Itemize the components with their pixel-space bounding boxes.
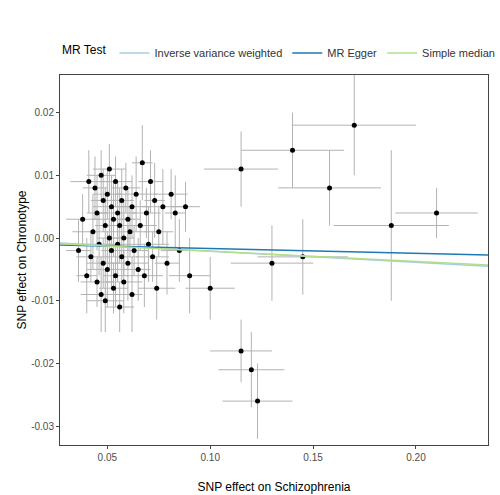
svg-text:0.05: 0.05 — [98, 452, 118, 463]
svg-text:0.20: 0.20 — [406, 452, 426, 463]
svg-text:0.02: 0.02 — [35, 107, 55, 118]
svg-text:0.00: 0.00 — [35, 233, 55, 244]
svg-text:-0.02: -0.02 — [31, 358, 54, 369]
svg-text:0.10: 0.10 — [200, 452, 220, 463]
svg-text:-0.03: -0.03 — [31, 421, 54, 432]
svg-text:SNP effect on Chronotype: SNP effect on Chronotype — [15, 190, 29, 329]
svg-text:Simple median: Simple median — [422, 47, 495, 59]
svg-text:MR Egger: MR Egger — [327, 47, 377, 59]
svg-text:0.01: 0.01 — [35, 170, 55, 181]
svg-text:0.15: 0.15 — [303, 452, 323, 463]
svg-text:-0.01: -0.01 — [31, 295, 54, 306]
svg-text:MR Test: MR Test — [62, 43, 106, 57]
svg-text:Inverse variance weighted: Inverse variance weighted — [154, 47, 282, 59]
svg-text:SNP effect on Schizophrenia: SNP effect on Schizophrenia — [198, 480, 351, 494]
